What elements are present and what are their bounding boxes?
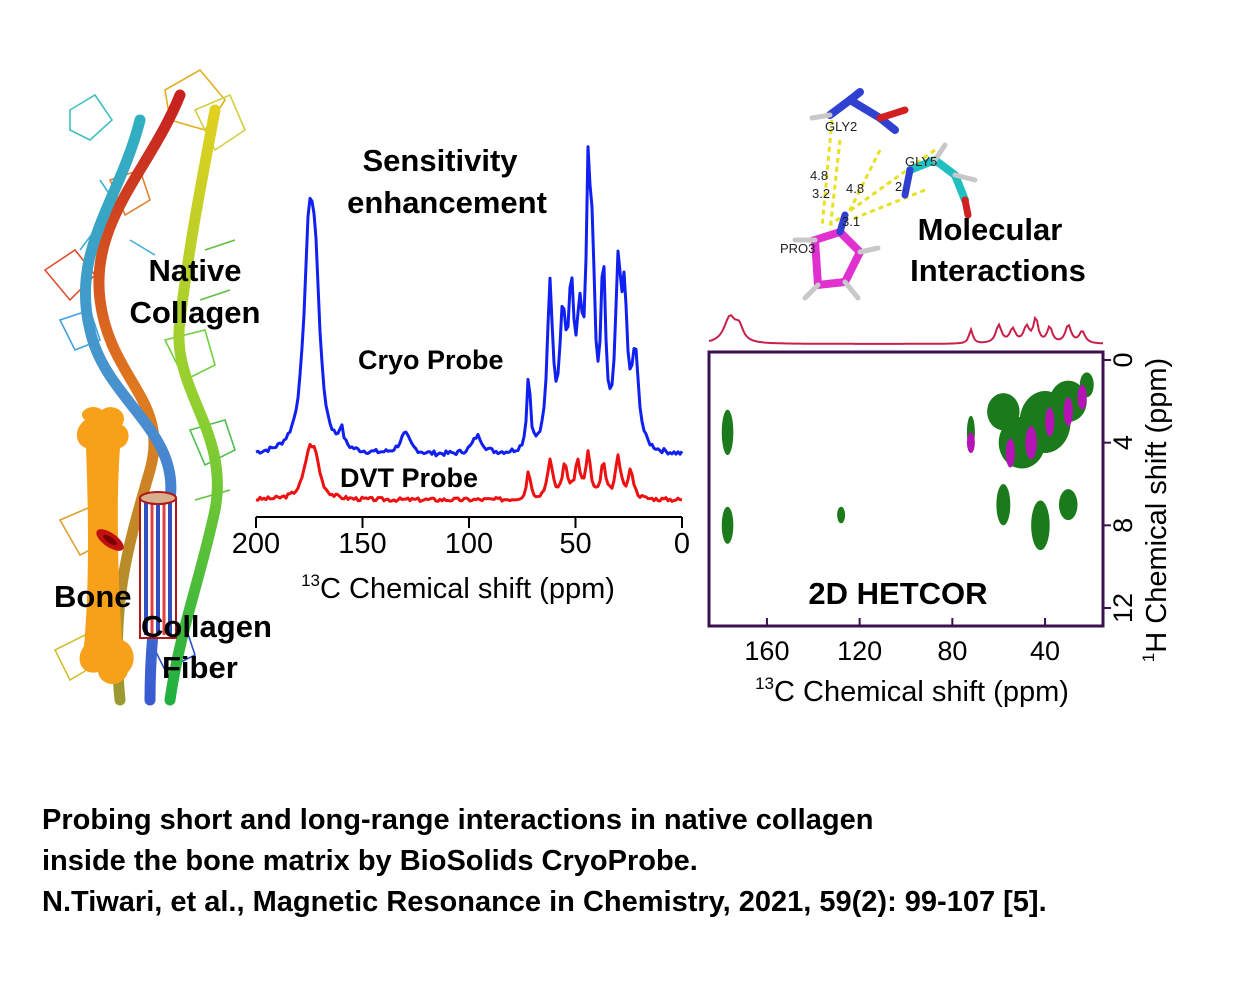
collagen-illustration: Native Collagen Bone Collagen Fiber (43, 68, 272, 706)
molecular-interactions-label-2: Interactions (910, 253, 1086, 288)
hetcor-cross-peak (721, 506, 734, 544)
native-collagen-label-1: Native (148, 253, 241, 288)
hetcor-intense-peak (1005, 438, 1015, 468)
spectra-x-axis-sup: 13 (301, 571, 320, 590)
hetcor-cross-peak (721, 409, 734, 456)
molecule-panel: GLY2 GLY5 PRO3 4.8 3.2 4.8 2. 3.1 Molecu… (780, 88, 1086, 301)
hetcor-contours (721, 372, 1094, 551)
spectra-x-ticks: 200 150 100 50 0 (232, 517, 690, 560)
caption-line-3: N.Tiwari, et al., Magnetic Resonance in … (42, 886, 1047, 918)
hetcor-intense-peak (1045, 407, 1055, 437)
hetcor-x-tick-label: 160 (744, 636, 789, 666)
spectra-tick-label: 200 (232, 528, 280, 560)
hetcor-y-axis-title: 1H Chemical shift (ppm) (1139, 358, 1173, 662)
cryo-probe-label: Cryo Probe (358, 345, 504, 375)
native-collagen-label-2: Collagen (130, 295, 261, 330)
hetcor-y-axis-label: H Chemical shift (ppm) (1141, 358, 1173, 653)
distance-5: 3.1 (842, 214, 860, 229)
hetcor-x-axis-label: C Chemical shift (ppm) (774, 676, 1069, 708)
spectra-x-axis-label: C Chemical shift (ppm) (320, 573, 615, 605)
hetcor-cross-peak (1031, 500, 1050, 551)
distance-2: 3.2 (812, 186, 830, 201)
bone-label: Bone (54, 579, 132, 614)
spectra-title-1: Sensitivity (362, 143, 518, 178)
pro3-residue (792, 211, 881, 301)
spectra-tick-label: 100 (445, 528, 493, 560)
hetcor-cross-peak (837, 506, 846, 524)
gly2-residue (809, 88, 909, 134)
spectra-panel: Sensitivity enhancement Cryo Probe DVT P… (232, 143, 690, 605)
hetcor-cross-peak (996, 484, 1011, 526)
hetcor-cross-peak (1058, 489, 1078, 521)
hetcor-plot-frame (707, 350, 1105, 628)
caption-line-2: inside the bone matrix by BioSolids Cryo… (42, 845, 698, 877)
hetcor-intense-peak (966, 432, 975, 453)
hetcor-intense-peak (1077, 384, 1087, 410)
hetcor-label: 2D HETCOR (808, 576, 987, 611)
spectra-tick-label: 50 (559, 528, 591, 560)
cryo-probe-spectrum (255, 145, 684, 458)
collagen-fiber-label-2: Fiber (162, 650, 238, 685)
hetcor-panel: 2D HETCOR 160 120 80 40 0 4 8 12 13C Chemical … (707, 314, 1173, 708)
hetcor-y-axis-sup: 1 (1139, 653, 1158, 662)
figure-caption: Probing short and long-range interaction… (42, 800, 1222, 923)
dvt-probe-label: DVT Probe (340, 463, 478, 493)
spectra-x-axis-title: 13C Chemical shift (ppm) (301, 571, 615, 605)
dvt-probe-spectrum (255, 442, 683, 503)
caption-line-1: Probing short and long-range interaction… (42, 804, 874, 836)
spectra-tick-label: 0 (674, 528, 690, 560)
hetcor-intense-peak (1063, 397, 1073, 427)
hetcor-intense-peak (1025, 426, 1037, 460)
hetcor-13c-projection (708, 314, 1104, 345)
hetcor-x-tick-label: 80 (937, 636, 967, 666)
hetcor-y-tick-label: 12 (1108, 593, 1138, 623)
collagen-strand-a (93, 89, 186, 706)
collagen-strand-c (164, 104, 223, 706)
distance-1: 4.8 (810, 168, 828, 183)
hetcor-x-axis-sup: 13 (755, 674, 774, 693)
residue-gly5-label: GLY5 (905, 154, 937, 169)
distance-3: 4.8 (846, 181, 864, 196)
hetcor-y-ticks: 0 4 8 12 (1103, 352, 1138, 623)
hetcor-x-ticks: 160 120 80 40 (744, 618, 1060, 666)
bone-shape (76, 407, 134, 685)
bone-vessel-core (103, 534, 117, 546)
hetcor-y-tick-label: 0 (1108, 352, 1138, 367)
hetcor-y-tick-label: 4 (1108, 435, 1138, 450)
hetcor-x-tick-label: 120 (837, 636, 882, 666)
hetcor-x-axis-title: 13C Chemical shift (ppm) (755, 674, 1069, 708)
distance-4: 2. (895, 179, 906, 194)
spectra-title-2: enhancement (347, 185, 547, 220)
gly5-residue (901, 142, 978, 219)
collagen-fiber-bundle (139, 491, 177, 639)
hetcor-y-tick-label: 8 (1108, 518, 1138, 533)
hetcor-x-tick-label: 40 (1030, 636, 1060, 666)
residue-gly2-label: GLY2 (825, 119, 857, 134)
residue-pro3-label: PRO3 (780, 241, 815, 256)
spectra-tick-label: 150 (338, 528, 386, 560)
molecular-interactions-label-1: Molecular (918, 212, 1063, 247)
collagen-fiber-label-1: Collagen (141, 609, 272, 644)
